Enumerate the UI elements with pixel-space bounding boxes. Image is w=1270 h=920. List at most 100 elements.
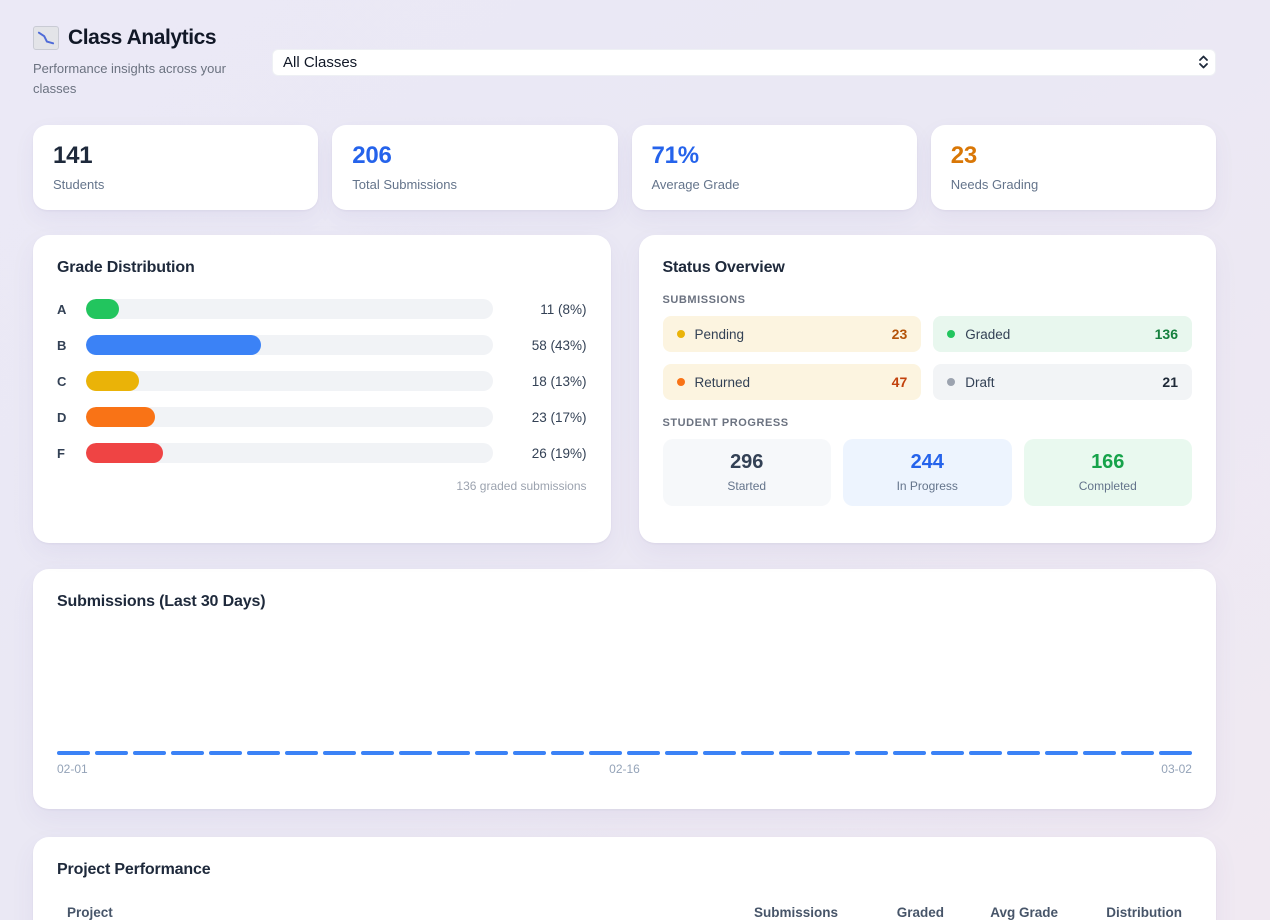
grade-value-label: 58 (43%) (531, 337, 587, 353)
submissions-day-bar (627, 751, 660, 756)
grade-letter: C (57, 373, 67, 389)
stat-card: 23 Needs Grading (930, 125, 1216, 211)
submissions-day-bar (1007, 751, 1040, 756)
submissions-day-bar (399, 751, 432, 756)
graded-submissions-footnote: 136 graded submissions (456, 479, 587, 494)
grade-row: D 23 (17%) (57, 407, 587, 428)
submissions-day-bar (779, 751, 812, 756)
stat-card: 206 Total Submissions (332, 125, 618, 211)
stats-row: 141 Students 206 Total Submissions 71% A… (33, 125, 1216, 211)
grade-bar-fill (86, 443, 164, 464)
submissions-day-bar (171, 751, 204, 756)
grade-bar-track (86, 443, 493, 464)
column-header-submissions: Submissions (753, 905, 838, 920)
submissions-day-bar (209, 751, 242, 756)
class-filter-select[interactable]: All Classes (272, 49, 1216, 76)
grade-bar-track (86, 407, 493, 428)
grade-row: C 18 (13%) (57, 371, 587, 392)
status-count: 23 (891, 326, 908, 343)
grade-bar-fill (86, 371, 139, 392)
submissions-day-bar (285, 751, 318, 756)
grade-distribution-title: Grade Distribution (57, 259, 195, 277)
grade-bar-track (86, 371, 493, 392)
grade-rows: A 11 (8%) B 58 (43%) C 18 (13%) D (57, 299, 587, 464)
stat-label: Needs Grading (950, 177, 1039, 193)
status-count: 47 (891, 374, 908, 391)
class-analytics-page: Class Analytics Performance insights acr… (33, 26, 1216, 920)
stat-label: Total Submissions (352, 177, 458, 193)
submissions-day-bar (931, 751, 964, 756)
status-pill: Draft 21 (933, 364, 1192, 401)
grade-letter: D (57, 409, 67, 425)
status-dot-icon (676, 330, 685, 339)
submissions-day-bar (475, 751, 508, 756)
submissions-bar-chart (57, 623, 1192, 756)
submissions-day-bar (703, 751, 736, 756)
progress-box: 244 In Progress (843, 439, 1012, 507)
project-table-header: Project Submissions Graded Avg Grade Dis… (57, 905, 1192, 920)
submissions-section-label: SUBMISSIONS (662, 294, 746, 307)
panels-row: Grade Distribution A 11 (8%) B 58 (43%) … (33, 235, 1216, 544)
grade-row: B 58 (43%) (57, 335, 587, 356)
submissions-day-bar (1083, 751, 1116, 756)
page-subtitle: Performance insights across your classes (33, 61, 226, 97)
student-progress-grid: 296 Started 244 In Progress 166 Complete… (662, 439, 1192, 507)
submissions-day-bar (133, 751, 166, 756)
stat-value: 141 (53, 142, 93, 170)
status-label: Returned (694, 374, 751, 390)
submissions-day-bar (551, 751, 584, 756)
grade-letter: B (57, 337, 67, 353)
submissions-day-bar (817, 751, 850, 756)
column-header-distribution: Distribution (1106, 905, 1182, 920)
submissions-day-bar (95, 751, 128, 756)
status-count: 21 (1162, 374, 1178, 391)
class-filter-wrap: All Classes (272, 49, 1216, 76)
progress-label: Completed (1078, 479, 1137, 494)
status-overview-panel: Status Overview SUBMISSIONS Pending 23 G… (638, 235, 1216, 544)
grade-value-label: 23 (17%) (531, 409, 587, 425)
progress-label: Started (727, 479, 767, 494)
submissions-day-bar (893, 751, 926, 756)
submissions-day-bar (1045, 751, 1078, 756)
submissions-day-bar (513, 751, 546, 756)
grade-distribution-panel: Grade Distribution A 11 (8%) B 58 (43%) … (33, 235, 611, 544)
progress-count: 296 (730, 451, 764, 474)
column-header-graded: Graded (896, 905, 944, 920)
stat-card: 141 Students (33, 125, 319, 211)
status-dot-icon (947, 330, 956, 339)
grade-bar-fill (86, 335, 261, 356)
progress-count: 244 (910, 451, 944, 474)
submissions-day-bar (361, 751, 394, 756)
submissions-day-bar (1159, 751, 1192, 756)
stat-label: Average Grade (651, 177, 740, 193)
grade-value-label: 11 (8%) (540, 301, 587, 317)
column-header-avg-grade: Avg Grade (990, 905, 1058, 920)
page-title: Class Analytics (68, 26, 217, 49)
submissions-day-bar (57, 751, 90, 756)
grade-value-label: 26 (19%) (531, 445, 587, 461)
grade-letter: F (57, 445, 65, 461)
grade-bar-fill (86, 407, 156, 428)
stat-label: Students (53, 177, 105, 193)
grade-bar-fill (86, 299, 119, 320)
student-progress-section-label: STUDENT PROGRESS (662, 417, 789, 430)
status-dot-icon (676, 378, 685, 387)
submissions-day-bar (247, 751, 280, 756)
grade-letter: A (57, 301, 67, 317)
stat-value: 71% (651, 142, 700, 170)
grade-value-label: 18 (13%) (531, 373, 587, 389)
status-dot-icon (947, 378, 956, 387)
status-pill: Pending 23 (662, 316, 922, 353)
x-tick-start: 02-01 (57, 762, 88, 777)
submissions-day-bar (855, 751, 888, 756)
status-count: 136 (1154, 326, 1178, 343)
stat-card: 71% Average Grade (631, 125, 917, 211)
stat-value: 23 (950, 142, 977, 170)
progress-label: In Progress (896, 479, 958, 494)
x-tick-end: 03-02 (1161, 762, 1192, 777)
grade-row: F 26 (19%) (57, 443, 587, 464)
project-performance-title: Project Performance (57, 861, 211, 879)
grade-bar-track (86, 335, 493, 356)
submissions-day-bar (437, 751, 470, 756)
x-tick-middle: 02-16 (609, 762, 640, 777)
